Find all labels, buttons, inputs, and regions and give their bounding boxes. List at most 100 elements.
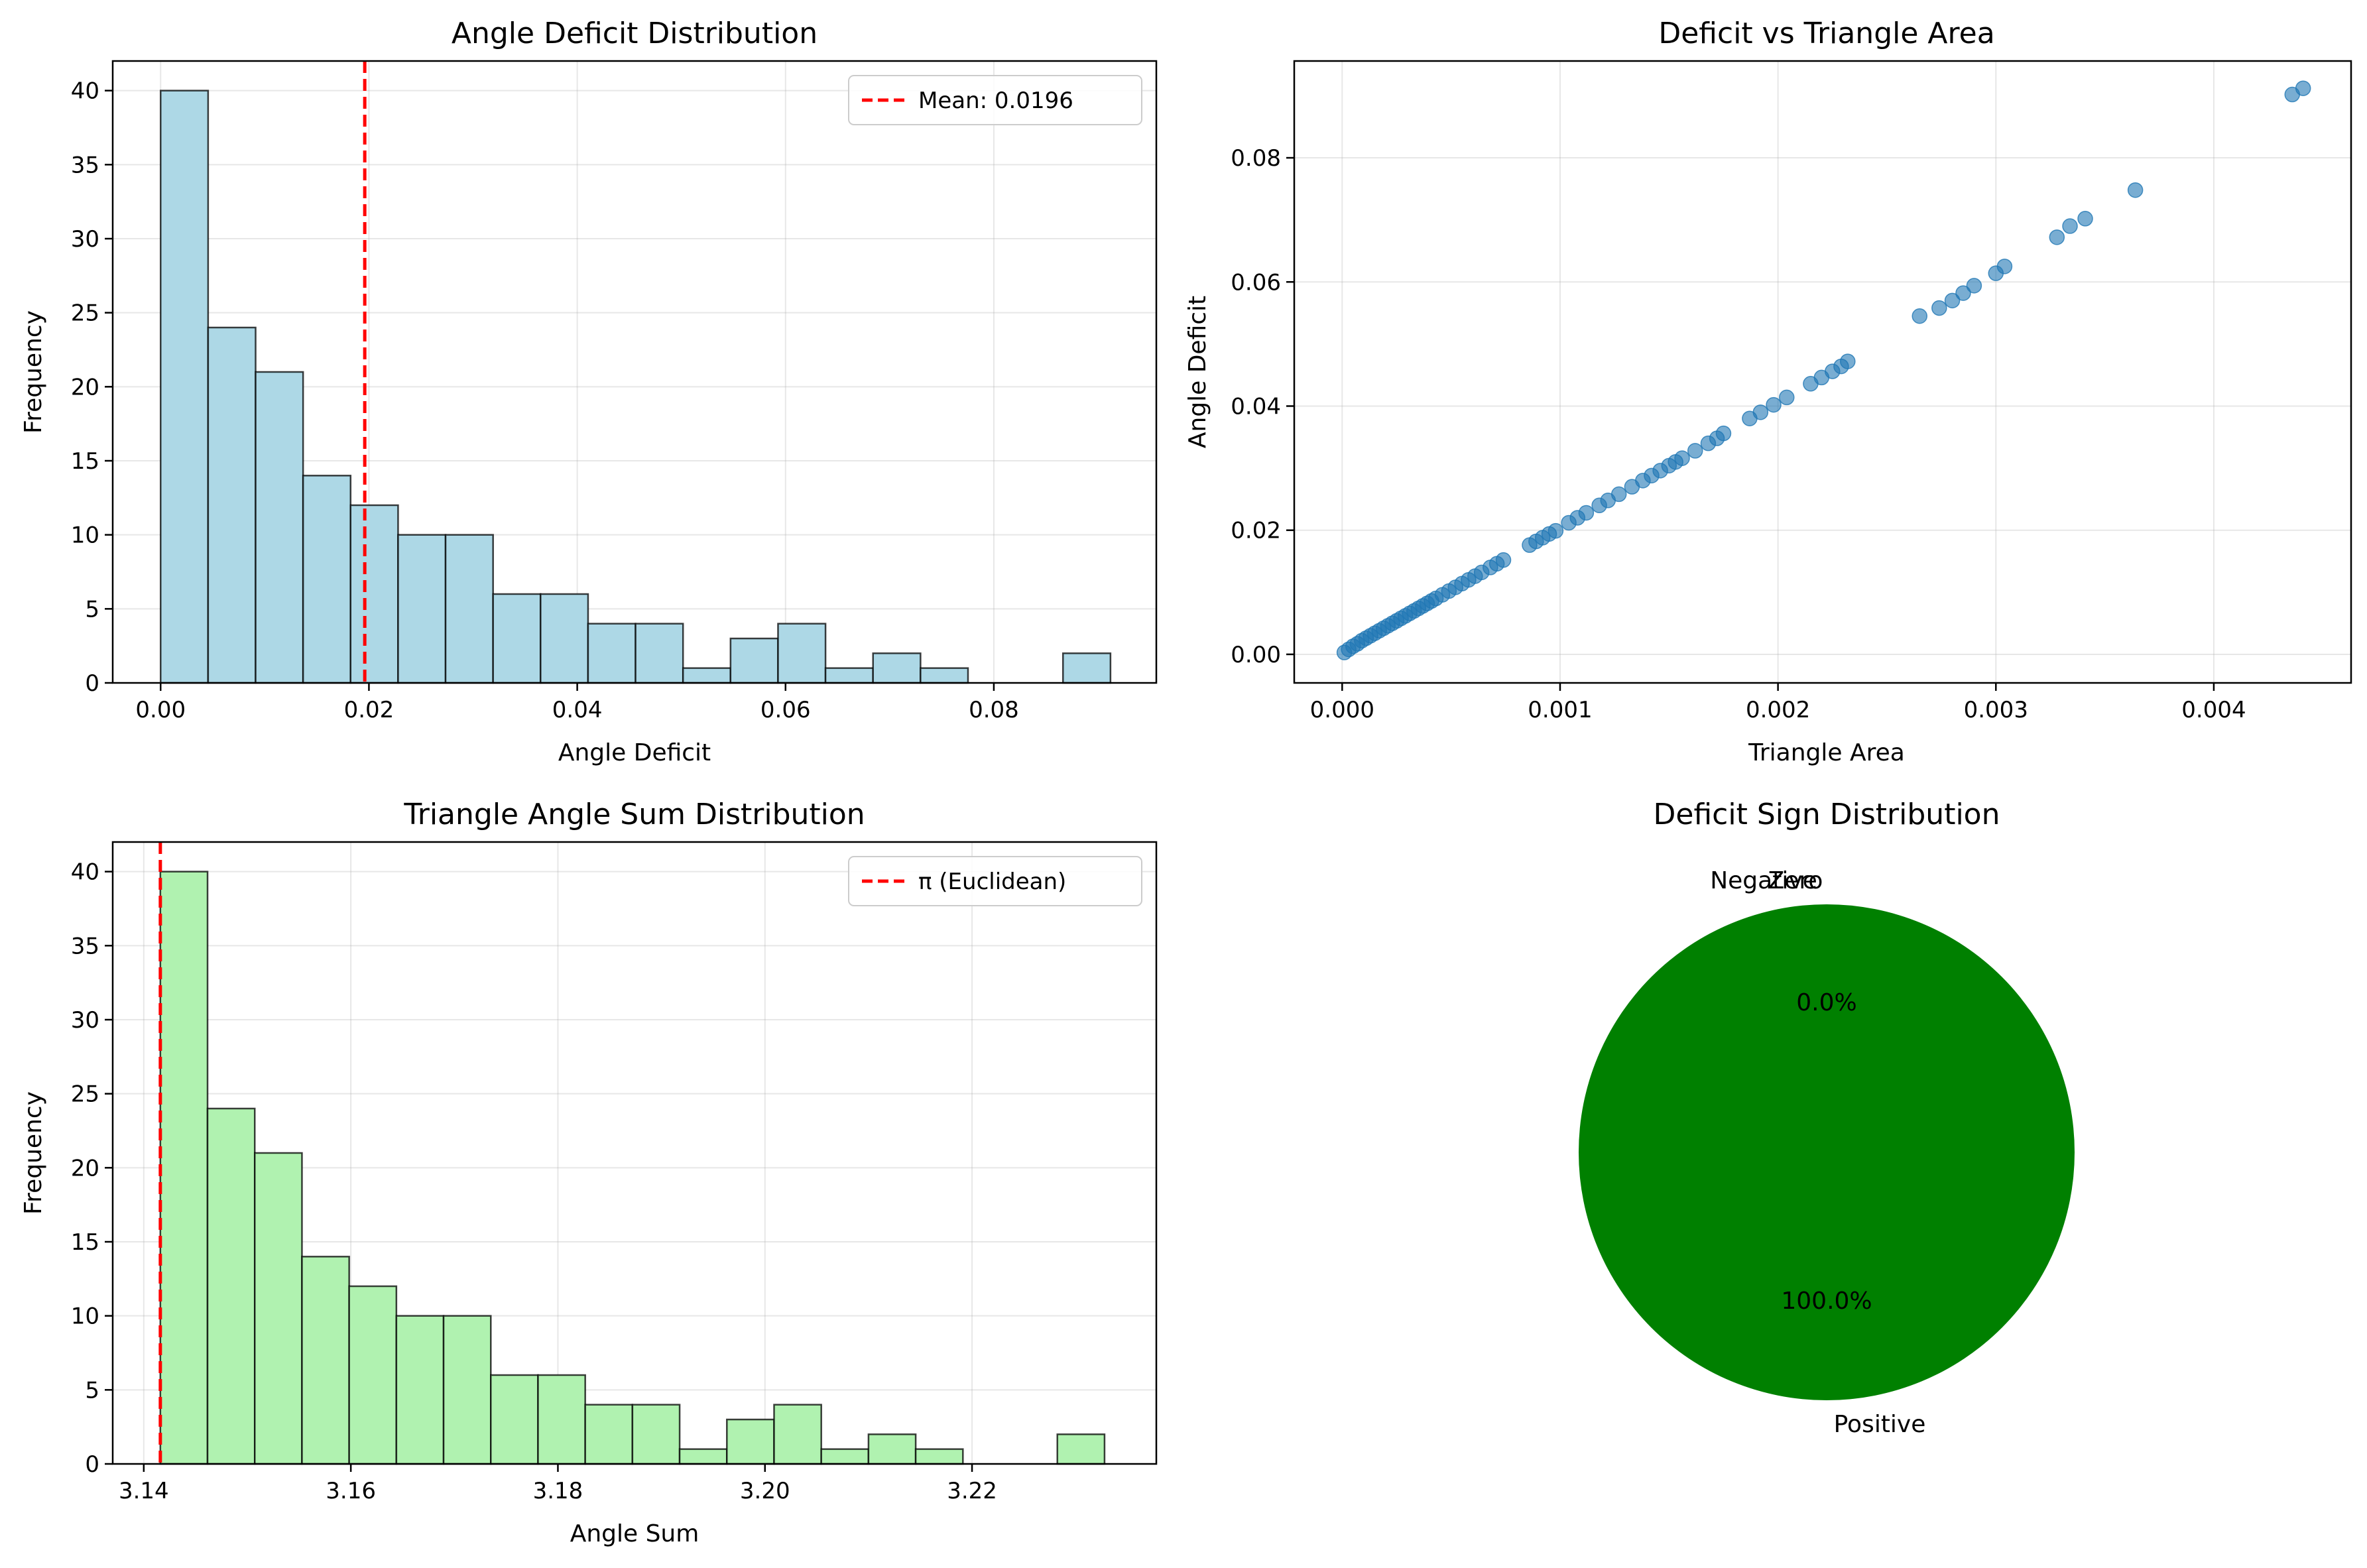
x-tick-label: 0.003 xyxy=(1964,697,2028,723)
histogram-bar xyxy=(773,1404,822,1465)
histogram-bar xyxy=(824,667,874,684)
scatter-point xyxy=(1996,259,2013,274)
scatter-point xyxy=(1955,285,1971,301)
y-tick-label: 25 xyxy=(71,1081,99,1108)
scatter-point xyxy=(2049,229,2065,245)
pie-pct-positive: 100.0% xyxy=(1781,1288,1872,1315)
histogram-bar xyxy=(442,1315,492,1465)
x-tick-label: 3.18 xyxy=(533,1478,583,1504)
y-tick-label: 0 xyxy=(85,1451,99,1478)
chart-title: Deficit vs Triangle Area xyxy=(1658,17,1994,50)
legend: π (Euclidean) xyxy=(848,856,1142,906)
scatter-points xyxy=(1336,80,2311,660)
scatter-point xyxy=(1931,300,1947,316)
scatter-point xyxy=(1578,505,1595,521)
y-axis-label: Angle Deficit xyxy=(1184,296,1211,448)
histogram-bar xyxy=(160,90,210,684)
x-tick-label: 3.16 xyxy=(326,1478,376,1504)
scatter-point xyxy=(1610,486,1627,503)
bars xyxy=(160,90,1112,684)
y-tick-label: 10 xyxy=(71,522,99,549)
x-tick-label: 3.20 xyxy=(740,1478,790,1504)
histogram-bar xyxy=(255,371,304,684)
histogram-bar xyxy=(682,667,732,684)
pie-label-positive: Positive xyxy=(1834,1411,1926,1438)
scatter-point xyxy=(1495,552,1512,568)
y-tick-label: 30 xyxy=(71,226,99,253)
x-axis-label: Triangle Area xyxy=(1748,739,1905,766)
histogram-bar xyxy=(540,593,589,684)
grid xyxy=(1294,61,2351,683)
scatter-point xyxy=(1966,278,1982,294)
histogram-bar xyxy=(490,1374,539,1465)
histogram-bar xyxy=(920,667,969,684)
histogram-bar xyxy=(820,1448,870,1465)
x-axis-ticks: 3.14 3.16 3.18 3.20 3.22 xyxy=(119,1464,997,1504)
legend-box xyxy=(848,856,1142,906)
legend-box xyxy=(848,75,1142,125)
histogram-bar xyxy=(729,637,779,684)
y-tick-label: 0.08 xyxy=(1231,145,1281,172)
histogram-bar xyxy=(302,475,352,684)
y-tick-label: 5 xyxy=(85,1377,99,1404)
legend: Mean: 0.0196 xyxy=(848,75,1142,125)
histogram-bar xyxy=(914,1448,964,1465)
y-tick-label: 20 xyxy=(71,1155,99,1181)
bars xyxy=(159,871,1106,1465)
y-axis-label: Frequency xyxy=(20,310,47,434)
y-tick-label: 0.02 xyxy=(1231,518,1281,544)
histogram-bar xyxy=(444,534,494,684)
scatter-point xyxy=(1752,404,1769,420)
y-tick-label: 0.04 xyxy=(1231,393,1281,420)
pie-slice-positive xyxy=(1579,904,2075,1400)
y-tick-label: 40 xyxy=(71,78,99,105)
x-tick-label: 0.001 xyxy=(1528,697,1592,723)
x-tick-label: 0.06 xyxy=(760,697,811,723)
scatter-point xyxy=(2077,211,2093,227)
x-tick-label: 0.000 xyxy=(1310,697,1374,723)
histogram-bar xyxy=(395,1315,445,1465)
histogram-bar xyxy=(872,652,922,684)
x-tick-label: 0.004 xyxy=(2181,697,2246,723)
plot-frame xyxy=(111,60,1158,684)
scatter-point xyxy=(2295,80,2311,96)
histogram-bar xyxy=(631,1404,681,1465)
histogram-bar xyxy=(492,593,542,684)
scatter-point xyxy=(1674,450,1690,466)
scatter-point xyxy=(1840,353,1856,369)
histogram-bar xyxy=(207,326,257,684)
x-tick-label: 0.08 xyxy=(969,697,1019,723)
y-tick-label: 35 xyxy=(71,152,99,178)
y-tick-label: 25 xyxy=(71,300,99,327)
histogram-bar xyxy=(678,1448,728,1465)
pie-pct-zero: 0.0% xyxy=(1796,989,1856,1016)
y-tick-label: 40 xyxy=(71,859,99,886)
x-axis-label: Angle Deficit xyxy=(558,739,711,766)
y-tick-label: 0 xyxy=(85,670,99,697)
plot-frame xyxy=(111,841,1158,1465)
angle-sum-histogram: Triangle Angle Sum Distribution 3.14 3.16… xyxy=(20,798,1158,1547)
histogram-bar xyxy=(397,534,447,684)
histogram-bar xyxy=(206,1107,256,1465)
x-tick-label: 0.02 xyxy=(344,697,394,723)
deficit-vs-area-scatter: Deficit vs Triangle Area 0.000 0.001 0.002… xyxy=(1184,17,2352,766)
x-axis-label: Angle Sum xyxy=(570,1520,699,1547)
x-tick-label: 0.04 xyxy=(552,697,603,723)
scatter-point xyxy=(1944,292,1961,309)
histogram-bar xyxy=(301,1256,350,1465)
y-tick-label: 0.00 xyxy=(1231,642,1281,668)
y-tick-label: 20 xyxy=(71,374,99,400)
histogram-bar xyxy=(1062,652,1112,684)
scatter-point xyxy=(1548,522,1564,539)
histogram-bar xyxy=(584,1404,634,1465)
scatter-point xyxy=(2062,218,2078,234)
histogram-bar xyxy=(867,1433,917,1465)
x-tick-label: 3.22 xyxy=(947,1478,997,1504)
x-axis-ticks: 0.000 0.001 0.002 0.003 0.004 xyxy=(1310,683,2246,723)
scatter-point xyxy=(1715,425,1732,442)
x-tick-label: 0.002 xyxy=(1746,697,1810,723)
y-axis-ticks: 0 5 10 15 20 25 30 35 40 xyxy=(71,78,113,697)
angle-deficit-histogram: Angle Deficit Distribution 0.00 0.02 0.04 0… xyxy=(20,17,1158,766)
histogram-bar xyxy=(349,504,399,684)
